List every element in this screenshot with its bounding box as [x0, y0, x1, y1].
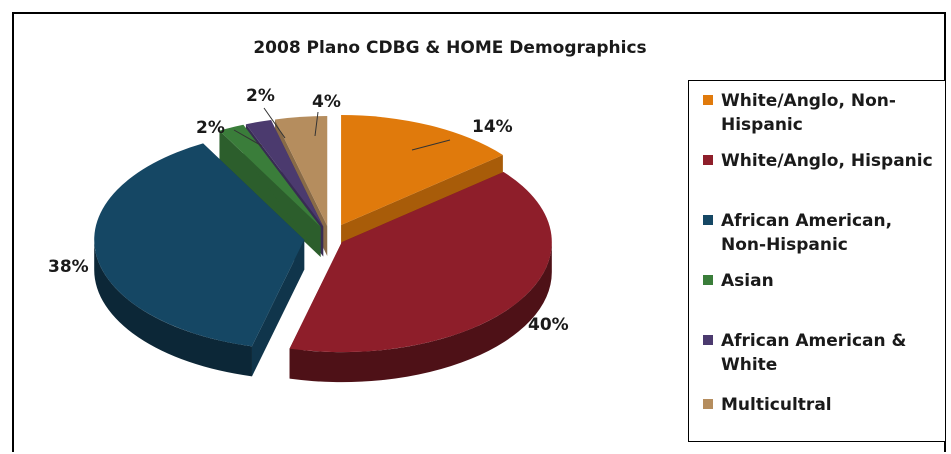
data-label: 2%: [246, 86, 275, 106]
legend-swatch: [703, 215, 713, 225]
legend-label: Multicultral: [721, 395, 832, 415]
legend-label: Asian: [721, 271, 774, 291]
legend-swatch: [703, 335, 713, 345]
legend-swatch: [703, 275, 713, 285]
pie-slice-african-american-non-hispanic: [94, 143, 305, 377]
legend-item-african-american-non-hispanic: African American, Non-Hispanic: [703, 209, 941, 257]
pie-slice-asian: [219, 124, 321, 258]
data-label: 2%: [196, 118, 225, 138]
legend-item-multicultral: Multicultral: [703, 393, 941, 417]
legend-label: African American & White: [721, 331, 907, 375]
pie-slice-white-anglo-hispanic: [289, 172, 552, 383]
legend-swatch: [703, 155, 713, 165]
legend: White/Anglo, Non-Hispanic White/Anglo, H…: [688, 80, 946, 442]
legend-item-african-american-and-white: African American & White: [703, 329, 941, 377]
data-label: 40%: [528, 315, 569, 335]
data-label: 14%: [472, 117, 513, 137]
legend-swatch: [703, 95, 713, 105]
leader-line: [233, 129, 263, 147]
data-label: 38%: [48, 257, 89, 277]
leader-line: [263, 107, 286, 139]
data-label: 4%: [312, 92, 341, 112]
chart-title: 2008 Plano CDBG & HOME Demographics: [253, 38, 647, 58]
legend-item-white-anglo-non-hispanic: White/Anglo, Non-Hispanic: [703, 89, 941, 137]
legend-item-white-anglo-hispanic: White/Anglo, Hispanic: [703, 149, 941, 173]
legend-item-asian: Asian: [703, 269, 941, 293]
legend-label: White/Anglo, Hispanic: [721, 151, 933, 171]
leader-line: [411, 139, 451, 151]
legend-swatch: [703, 399, 713, 409]
legend-label: African American, Non-Hispanic: [721, 211, 893, 255]
leader-line: [314, 111, 319, 137]
legend-label: White/Anglo, Non-Hispanic: [721, 91, 896, 135]
